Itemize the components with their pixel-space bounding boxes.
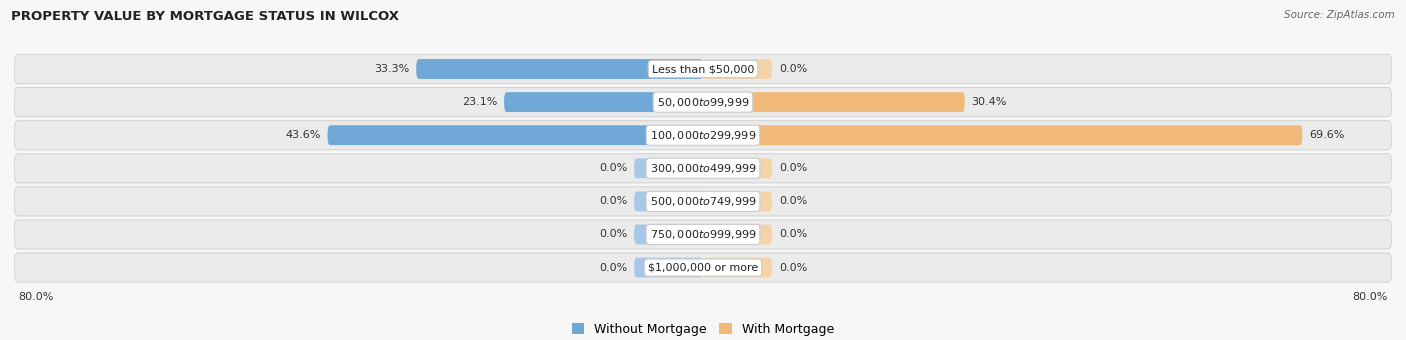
Text: 80.0%: 80.0% [18,292,53,302]
FancyBboxPatch shape [14,187,1392,216]
Text: 43.6%: 43.6% [285,130,321,140]
Text: $750,000 to $999,999: $750,000 to $999,999 [650,228,756,241]
Legend: Without Mortgage, With Mortgage: Without Mortgage, With Mortgage [567,318,839,340]
Text: $300,000 to $499,999: $300,000 to $499,999 [650,162,756,175]
Text: $50,000 to $99,999: $50,000 to $99,999 [657,96,749,108]
Text: 0.0%: 0.0% [599,197,627,206]
Text: 0.0%: 0.0% [779,197,807,206]
FancyBboxPatch shape [634,224,703,244]
FancyBboxPatch shape [703,125,1302,145]
FancyBboxPatch shape [328,125,703,145]
FancyBboxPatch shape [14,88,1392,117]
Text: 69.6%: 69.6% [1309,130,1344,140]
Text: 0.0%: 0.0% [779,230,807,239]
FancyBboxPatch shape [634,158,703,178]
Text: 0.0%: 0.0% [779,163,807,173]
FancyBboxPatch shape [703,258,772,277]
FancyBboxPatch shape [505,92,703,112]
Text: $100,000 to $299,999: $100,000 to $299,999 [650,129,756,142]
Text: $500,000 to $749,999: $500,000 to $749,999 [650,195,756,208]
FancyBboxPatch shape [634,191,703,211]
Text: 0.0%: 0.0% [599,230,627,239]
FancyBboxPatch shape [14,154,1392,183]
FancyBboxPatch shape [703,191,772,211]
FancyBboxPatch shape [14,220,1392,249]
FancyBboxPatch shape [14,121,1392,150]
Text: 33.3%: 33.3% [374,64,409,74]
FancyBboxPatch shape [703,59,772,79]
Text: PROPERTY VALUE BY MORTGAGE STATUS IN WILCOX: PROPERTY VALUE BY MORTGAGE STATUS IN WIL… [11,10,399,23]
Text: Source: ZipAtlas.com: Source: ZipAtlas.com [1284,10,1395,20]
Text: 80.0%: 80.0% [1353,292,1388,302]
Text: 23.1%: 23.1% [461,97,498,107]
Text: Less than $50,000: Less than $50,000 [652,64,754,74]
FancyBboxPatch shape [703,158,772,178]
FancyBboxPatch shape [703,224,772,244]
FancyBboxPatch shape [416,59,703,79]
FancyBboxPatch shape [14,54,1392,84]
FancyBboxPatch shape [703,92,965,112]
FancyBboxPatch shape [634,258,703,277]
Text: 0.0%: 0.0% [779,64,807,74]
Text: 0.0%: 0.0% [779,262,807,273]
Text: $1,000,000 or more: $1,000,000 or more [648,262,758,273]
Text: 30.4%: 30.4% [972,97,1007,107]
Text: 0.0%: 0.0% [599,262,627,273]
FancyBboxPatch shape [14,253,1392,282]
Text: 0.0%: 0.0% [599,163,627,173]
